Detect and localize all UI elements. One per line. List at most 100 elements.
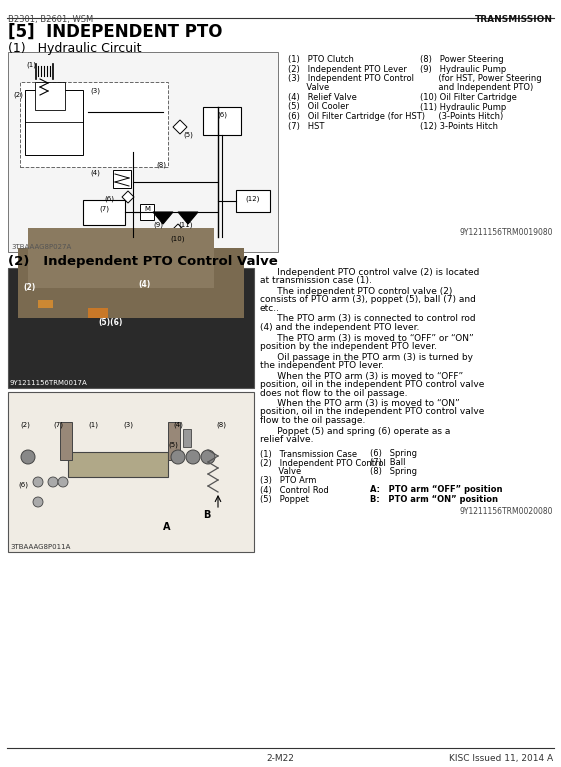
Bar	[8, 52, 278, 252]
Text: does not flow to the oil passage.: does not flow to the oil passage.	[260, 389, 407, 397]
Text: (7)   Ball: (7) Ball	[370, 459, 406, 468]
Circle shape	[186, 450, 200, 464]
Text: (8)   Spring: (8) Spring	[370, 468, 417, 476]
Text: (4)   Control Rod: (4) Control Rod	[260, 486, 329, 495]
Polygon shape	[153, 212, 173, 224]
Text: (12): (12)	[246, 195, 260, 202]
Text: (5): (5)	[183, 132, 193, 139]
Text: (7): (7)	[53, 422, 63, 429]
Text: (2)   Independent PTO Lever: (2) Independent PTO Lever	[288, 64, 407, 74]
Text: (2)   Independent PTO Control Valve: (2) Independent PTO Control Valve	[8, 255, 278, 268]
Text: (7)   HST: (7) HST	[288, 121, 324, 130]
Polygon shape	[173, 120, 187, 134]
Text: (4): (4)	[173, 422, 183, 429]
Text: (4)   Relief Valve: (4) Relief Valve	[288, 93, 357, 102]
Polygon shape	[168, 244, 188, 256]
Text: at transmission case (1).: at transmission case (1).	[260, 276, 372, 285]
Text: (9)   Hydraulic Pump: (9) Hydraulic Pump	[420, 64, 506, 74]
Text: (1): (1)	[26, 62, 36, 68]
Text: 9Y1211156TRM0019080: 9Y1211156TRM0019080	[459, 228, 553, 237]
Polygon shape	[178, 212, 198, 224]
Bar	[25, 90, 83, 155]
Circle shape	[58, 477, 68, 487]
Text: B:   PTO arm “ON” position: B: PTO arm “ON” position	[370, 495, 498, 503]
Text: (3)   Independent PTO Control: (3) Independent PTO Control	[288, 74, 414, 83]
Text: (4): (4)	[138, 280, 150, 289]
Bar	[183, 429, 191, 447]
Text: (5)(6): (5)(6)	[98, 318, 122, 327]
Bar	[20, 82, 168, 167]
Text: When the PTO arm (3) is moved to “OFF”: When the PTO arm (3) is moved to “OFF”	[260, 371, 463, 380]
Circle shape	[21, 450, 35, 464]
Text: 3TBAAAG8P027A: 3TBAAAG8P027A	[11, 244, 71, 250]
Bar	[8, 392, 254, 552]
Text: (8): (8)	[216, 422, 226, 429]
Bar	[113, 170, 131, 188]
Text: (2): (2)	[20, 422, 30, 429]
Polygon shape	[122, 191, 134, 203]
Text: (3)   PTO Arm: (3) PTO Arm	[260, 476, 316, 486]
Text: The PTO arm (3) is moved to “OFF” or “ON”: The PTO arm (3) is moved to “OFF” or “ON…	[260, 334, 473, 343]
Text: (2)   Independent PTO Control: (2) Independent PTO Control	[260, 459, 386, 468]
Text: (3-Points Hitch): (3-Points Hitch)	[420, 112, 503, 121]
Text: M: M	[144, 206, 150, 212]
Text: B: B	[203, 510, 210, 520]
Bar	[60, 422, 72, 460]
Text: (9): (9)	[153, 222, 163, 229]
Circle shape	[48, 477, 58, 487]
Text: (6): (6)	[18, 482, 28, 489]
Text: When the PTO arm (3) is moved to “ON”: When the PTO arm (3) is moved to “ON”	[260, 399, 459, 408]
Text: the independent PTO lever.: the independent PTO lever.	[260, 361, 384, 370]
Text: [5]  INDEPENDENT PTO: [5] INDEPENDENT PTO	[8, 23, 223, 41]
Text: Poppet (5) and spring (6) operate as a: Poppet (5) and spring (6) operate as a	[260, 426, 450, 436]
Text: position, oil in the independent PTO control valve: position, oil in the independent PTO con…	[260, 380, 484, 389]
Circle shape	[33, 497, 43, 507]
Bar	[236, 190, 270, 212]
Text: (10) Oil Filter Cartridge: (10) Oil Filter Cartridge	[420, 93, 517, 102]
Text: (4) and the independent PTO lever.: (4) and the independent PTO lever.	[260, 323, 420, 332]
Text: (10): (10)	[171, 235, 185, 242]
Circle shape	[201, 450, 215, 464]
Text: etc..: etc..	[260, 304, 280, 313]
Text: and Independent PTO): and Independent PTO)	[420, 84, 534, 93]
Text: (8): (8)	[156, 162, 166, 169]
Bar	[203, 107, 241, 135]
Text: (for HST, Power Steering: (for HST, Power Steering	[420, 74, 541, 83]
Text: (3): (3)	[90, 87, 100, 94]
Text: 9Y1211156TRM0020080: 9Y1211156TRM0020080	[459, 508, 553, 516]
Text: (1)   Transmission Case: (1) Transmission Case	[260, 449, 357, 459]
Text: 2-M22: 2-M22	[266, 754, 294, 763]
Text: A:   PTO arm “OFF” position: A: PTO arm “OFF” position	[370, 486, 503, 495]
Text: relief valve.: relief valve.	[260, 435, 314, 444]
Text: (8)   Power Steering: (8) Power Steering	[420, 55, 504, 64]
Text: (5)   Oil Cooler: (5) Oil Cooler	[288, 103, 349, 111]
Text: (11): (11)	[179, 222, 193, 229]
Text: 3TBAAAG8P011A: 3TBAAAG8P011A	[10, 544, 70, 550]
Text: The PTO arm (3) is connected to control rod: The PTO arm (3) is connected to control …	[260, 314, 476, 324]
Text: Valve: Valve	[260, 468, 301, 476]
Text: position by the independent PTO lever.: position by the independent PTO lever.	[260, 342, 437, 351]
Text: (6)   Oil Filter Cartridge (for HST): (6) Oil Filter Cartridge (for HST)	[288, 112, 425, 121]
Text: TRANSMISSION: TRANSMISSION	[475, 15, 553, 24]
Bar	[18, 248, 244, 318]
Text: (6): (6)	[217, 112, 227, 118]
Text: (7): (7)	[99, 206, 109, 212]
Text: KISC Issued 11, 2014 A: KISC Issued 11, 2014 A	[449, 754, 553, 763]
Bar	[140, 204, 154, 220]
Text: (6)   Spring: (6) Spring	[370, 449, 417, 459]
Text: Independent PTO control valve (2) is located: Independent PTO control valve (2) is loc…	[260, 268, 480, 277]
Text: consists of PTO arm (3), poppet (5), ball (7) and: consists of PTO arm (3), poppet (5), bal…	[260, 295, 476, 304]
Text: (11) Hydraulic Pump: (11) Hydraulic Pump	[420, 103, 506, 111]
Text: (1)   PTO Clutch: (1) PTO Clutch	[288, 55, 354, 64]
Text: (6): (6)	[104, 195, 114, 202]
Text: (5): (5)	[168, 442, 178, 449]
Bar	[35, 82, 65, 110]
Text: (1)   Hydraulic Circuit: (1) Hydraulic Circuit	[8, 42, 141, 55]
Text: B2301, B2601, WSM: B2301, B2601, WSM	[8, 15, 93, 24]
Text: Valve: Valve	[288, 84, 329, 93]
Text: (2): (2)	[23, 283, 35, 292]
Circle shape	[33, 477, 43, 487]
Text: flow to the oil passage.: flow to the oil passage.	[260, 416, 365, 425]
Polygon shape	[172, 224, 184, 236]
Bar	[88, 308, 108, 318]
